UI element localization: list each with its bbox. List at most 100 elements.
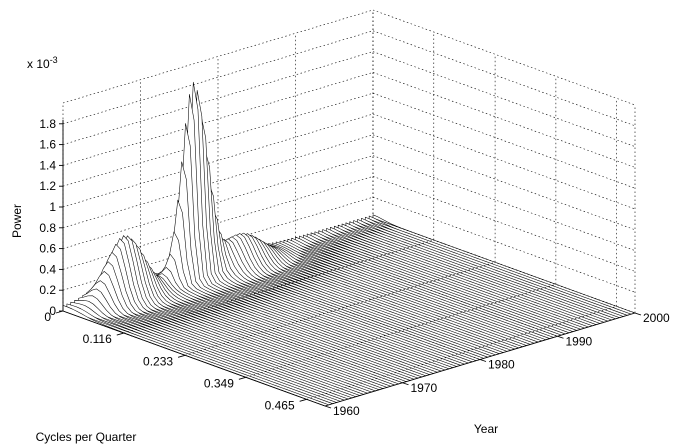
z-tick-label: 0.8 <box>39 221 56 235</box>
z-tick-label: 1.2 <box>39 179 56 193</box>
surface-strip-year <box>302 234 566 335</box>
surface-strip-year <box>202 227 465 365</box>
year-tick-label: 1960 <box>333 404 360 418</box>
surface-strip-year <box>105 238 368 394</box>
z-tick-label: 0.6 <box>39 242 56 256</box>
z-scale-base: x 10 <box>27 57 50 71</box>
grid-layer <box>62 9 636 407</box>
surface-strip-year <box>240 236 504 353</box>
surface-strip-year <box>175 93 438 373</box>
surface-strip-year <box>190 149 454 368</box>
surface-strip-year <box>364 216 628 316</box>
surface-strip-year <box>341 223 605 323</box>
grid-line-z-right <box>372 113 636 210</box>
z-scale-label: x 10-3 <box>27 55 58 71</box>
axis-layer: 0 0.2 0.4 0.6 0.8 1 1.2 1.4 1.6 1.8 0 0.116 0.233 0.3… <box>39 117 670 418</box>
surface-strip-year <box>221 234 485 359</box>
z-scale-exponent: -3 <box>50 55 58 65</box>
surface-strip-year <box>256 244 520 349</box>
grid-line-z-left <box>62 134 374 229</box>
surface-strip-year <box>260 244 523 347</box>
surface-strip-year <box>337 224 601 324</box>
surface-strip-year <box>287 238 551 339</box>
surface-strip-year <box>144 275 407 382</box>
z-tick-label: 1.6 <box>39 138 56 152</box>
surface-strip-year <box>206 236 469 364</box>
surface-strip-year <box>310 232 574 332</box>
grid-line-z-right <box>372 196 636 293</box>
z-tick-label: 0.2 <box>39 283 56 297</box>
surface-strip-year <box>85 280 349 400</box>
x-axis-tick <box>116 332 124 336</box>
surface-strip-year <box>357 219 620 318</box>
surface-strip-year <box>113 235 376 392</box>
grid-line-z-right <box>372 92 636 189</box>
surface-strip-year <box>244 238 508 352</box>
x-tick-label: 0.349 <box>204 376 234 390</box>
surface-strip-year <box>252 243 516 350</box>
surface-strip-year <box>93 261 357 397</box>
x-axis-label: Cycles per Quarter <box>36 430 137 444</box>
surface-strip-year <box>194 182 458 367</box>
surface-strip-year <box>279 240 543 342</box>
x-tick-label: 0 <box>44 310 51 324</box>
surface-strip-year <box>124 250 388 388</box>
surface-strip-year <box>318 230 582 330</box>
surface-strip-year <box>275 241 539 343</box>
surface-strip-year <box>74 300 337 403</box>
year-axis-tick <box>479 359 487 362</box>
surface-strip-year <box>291 237 554 338</box>
x-tick-label: 0.116 <box>83 332 112 346</box>
x-axis-line <box>62 310 326 407</box>
surface-strip-year <box>182 90 446 371</box>
surface-strip-year <box>233 233 496 356</box>
surface-strip-year <box>147 273 411 381</box>
surface-strip-year <box>89 271 353 399</box>
surface-strip-year <box>171 123 434 374</box>
x-axis-tick <box>55 310 64 314</box>
surface-strip-year <box>78 295 341 402</box>
year-tick-label: 1990 <box>566 334 593 348</box>
grid-line-z-right <box>372 72 636 168</box>
grid-line-z-right <box>372 51 636 147</box>
surface-strip-year <box>198 209 461 366</box>
surface-strip-year <box>136 269 399 385</box>
surface-strip-year <box>283 239 547 341</box>
grid-line-z-left <box>62 30 374 125</box>
surface-strip-year <box>116 238 380 391</box>
surface-strip-year <box>213 238 477 361</box>
surface-strip-year <box>271 242 535 344</box>
surface-strip-year <box>120 243 384 389</box>
surface-strip-year <box>295 236 558 337</box>
surface-strip-year <box>306 233 570 334</box>
surface-strip-year <box>140 273 403 384</box>
year-axis-tick <box>557 335 564 339</box>
surface-strip-year <box>101 243 365 395</box>
surface-strip-year <box>225 233 489 358</box>
grid-line-z-right <box>372 176 636 272</box>
surface-strip-year <box>268 243 531 345</box>
surface-strip-year <box>109 235 372 393</box>
surface-strip-year <box>314 231 578 331</box>
surface-strip-year <box>217 236 481 360</box>
y-axis-label: Year <box>474 422 498 436</box>
surface-strip-year <box>163 199 427 377</box>
surface-strip-year <box>248 241 512 351</box>
year-axis-tick <box>634 312 642 316</box>
surface-strip-year <box>372 214 636 314</box>
grid-line-z-right <box>372 9 636 106</box>
grid-line-z-right <box>372 30 636 127</box>
surface-strip-year <box>151 267 415 380</box>
surface-strip-year <box>330 227 593 327</box>
surface-strip-year <box>322 229 585 329</box>
surface-strip-year <box>361 217 624 317</box>
surface-strip-year <box>237 234 500 354</box>
year-axis-tick <box>324 405 332 409</box>
year-axis-tick <box>402 382 409 386</box>
grid-line-z-right <box>372 134 636 231</box>
label-layer: Power Cycles per Quarter Year x 10-3 <box>10 55 498 444</box>
surface-strip-year <box>132 264 396 386</box>
surface-strip-year <box>333 225 597 325</box>
z-tick-label: 1 <box>49 200 56 214</box>
x-tick-label: 0.465 <box>265 398 295 412</box>
